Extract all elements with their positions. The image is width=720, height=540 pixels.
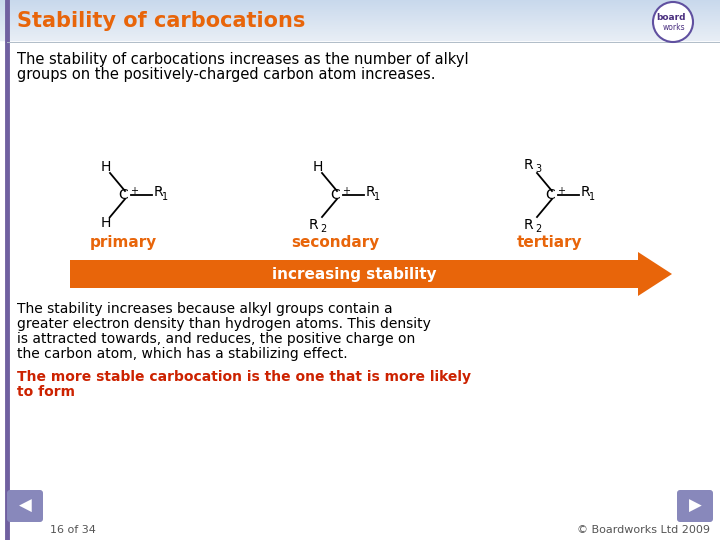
- Text: R: R: [154, 185, 163, 199]
- Text: 3: 3: [535, 164, 541, 174]
- Text: groups on the positively-charged carbon atom increases.: groups on the positively-charged carbon …: [17, 67, 436, 82]
- Text: 16 of 34: 16 of 34: [50, 525, 96, 535]
- Text: 2: 2: [320, 224, 326, 234]
- FancyBboxPatch shape: [677, 490, 713, 522]
- Text: R: R: [581, 185, 590, 199]
- Text: 2: 2: [535, 224, 541, 234]
- Text: H: H: [101, 160, 111, 174]
- Text: primary: primary: [89, 235, 157, 251]
- Text: tertiary: tertiary: [517, 235, 582, 251]
- Text: C: C: [545, 188, 555, 202]
- Text: ▶: ▶: [688, 497, 701, 515]
- Polygon shape: [638, 252, 672, 296]
- Text: H: H: [101, 216, 111, 230]
- Text: board: board: [656, 12, 685, 22]
- Polygon shape: [70, 260, 638, 288]
- FancyBboxPatch shape: [7, 490, 43, 522]
- Text: C: C: [118, 188, 128, 202]
- Text: © Boardworks Ltd 2009: © Boardworks Ltd 2009: [577, 525, 710, 535]
- Text: the carbon atom, which has a stabilizing effect.: the carbon atom, which has a stabilizing…: [17, 347, 348, 361]
- Text: increasing stability: increasing stability: [271, 267, 436, 281]
- Text: H: H: [312, 160, 323, 174]
- Text: works: works: [662, 23, 685, 31]
- Text: 1: 1: [162, 192, 168, 202]
- Text: C: C: [330, 188, 340, 202]
- Text: secondary: secondary: [291, 235, 379, 251]
- Text: 1: 1: [374, 192, 380, 202]
- Text: The more stable carbocation is the one that is more likely: The more stable carbocation is the one t…: [17, 370, 471, 384]
- Text: is attracted towards, and reduces, the positive charge on: is attracted towards, and reduces, the p…: [17, 332, 415, 346]
- Text: +: +: [130, 186, 138, 196]
- Text: ◀: ◀: [19, 497, 32, 515]
- Text: to form: to form: [17, 385, 75, 399]
- Text: The stability of carbocations increases as the number of alkyl: The stability of carbocations increases …: [17, 52, 469, 67]
- Text: greater electron density than hydrogen atoms. This density: greater electron density than hydrogen a…: [17, 317, 431, 331]
- Text: +: +: [342, 186, 350, 196]
- Text: R: R: [308, 218, 318, 232]
- Text: R: R: [523, 218, 533, 232]
- Text: Stability of carbocations: Stability of carbocations: [17, 11, 305, 31]
- Text: +: +: [557, 186, 565, 196]
- Text: R: R: [366, 185, 376, 199]
- Circle shape: [653, 2, 693, 42]
- Text: The stability increases because alkyl groups contain a: The stability increases because alkyl gr…: [17, 302, 392, 316]
- Text: R: R: [523, 158, 533, 172]
- Text: 1: 1: [589, 192, 595, 202]
